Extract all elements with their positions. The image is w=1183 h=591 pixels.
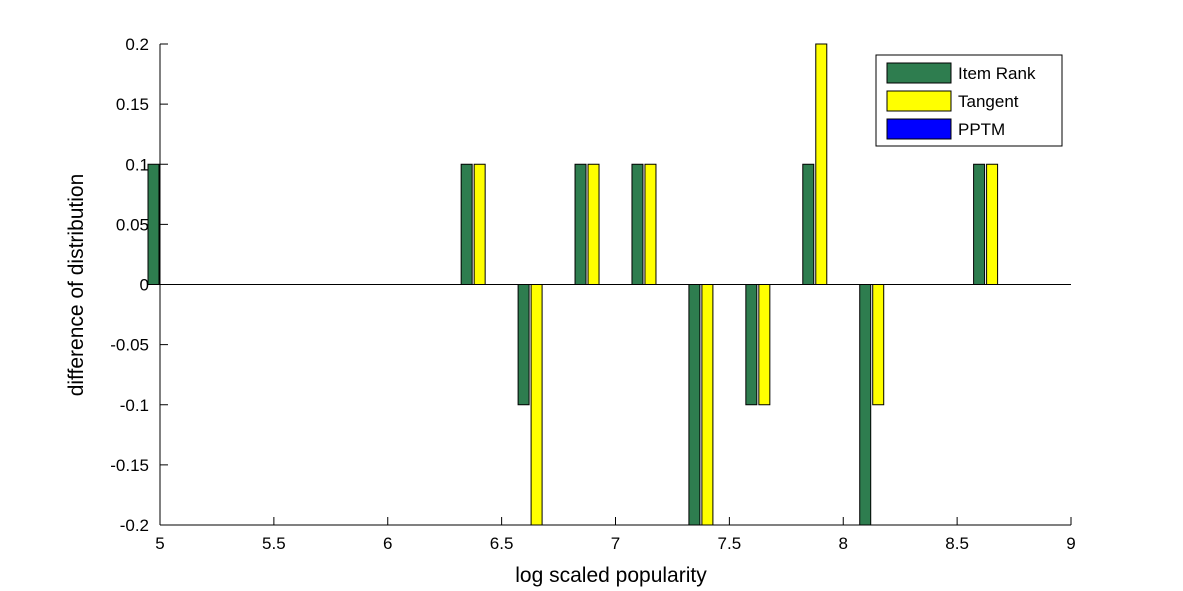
bar-item-rank-2 [517,284,530,406]
bar-tangent-4 [644,163,657,285]
x-tick-label: 5 [155,534,164,553]
y-tick-label: -0.2 [120,516,149,535]
bar-tangent-7 [815,43,828,285]
y-tick-label: 0.15 [116,95,149,114]
x-tick-label: 7 [611,534,620,553]
legend-label-tangent: Tangent [958,92,1019,111]
bar-tangent-5 [701,284,714,526]
y-axis-label: difference of distribution [65,174,88,397]
x-tick-label: 9 [1066,534,1075,553]
bar-item-rank-6 [745,284,758,406]
x-tick-label: 8 [839,534,848,553]
bar-tangent-9 [986,163,999,285]
bar-item-rank-0 [147,163,160,285]
y-tick-label: -0.15 [110,456,149,475]
legend-swatch-item-rank [886,62,952,84]
y-tick-label: 0.2 [125,35,149,54]
y-tick-label: 0 [140,276,149,295]
bar-item-rank-5 [688,284,701,526]
bar-item-rank-7 [802,163,815,285]
bar-tangent-3 [587,163,600,285]
legend-swatch-tangent [886,90,952,112]
x-tick-label: 8.5 [945,534,969,553]
y-tick-label: -0.05 [110,336,149,355]
legend-label-pptm: PPTM [958,120,1005,139]
x-tick-label: 7.5 [718,534,742,553]
bar-tangent-1 [473,163,486,285]
bar-tangent-8 [872,284,885,406]
bar-item-rank-9 [973,163,986,285]
y-tick-label: 0.05 [116,215,149,234]
legend-swatch-pptm [886,118,952,140]
bar-item-rank-3 [574,163,587,285]
bar-item-rank-8 [859,284,872,526]
y-tick-label: -0.1 [120,396,149,415]
bars [147,43,999,526]
bar-tangent-2 [530,284,543,526]
axes: 5 5.5 6 6.5 7 7.5 8 8.5 9 -0.2 -0.15 -0.1 -0.05 0 0.05… [110,35,1075,553]
legend-label-item-rank: Item Rank [958,64,1036,83]
bar-item-rank-1 [460,163,473,285]
legend: Item Rank Tangent PPTM [875,54,1063,147]
x-tick-label: 6 [383,534,392,553]
y-tick-label: 0.1 [125,155,149,174]
x-tick-label: 5.5 [262,534,286,553]
bar-item-rank-4 [631,163,644,285]
x-axis-label: log scaled popularity [515,564,707,587]
bar-tangent-6 [758,284,771,406]
x-tick-label: 6.5 [490,534,514,553]
